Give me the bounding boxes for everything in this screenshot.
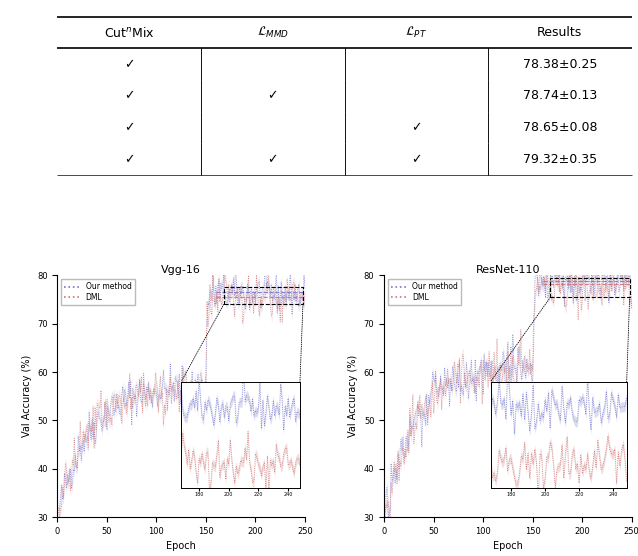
Title: Vgg-16: Vgg-16 [161,265,201,275]
X-axis label: Epoch: Epoch [493,542,523,552]
Legend: Our method, DML: Our method, DML [388,279,461,305]
Bar [224,287,303,304]
Y-axis label: Val Accuracy (%): Val Accuracy (%) [348,355,358,438]
Legend: Our method, DML: Our method, DML [61,279,135,305]
Title: ResNet-110: ResNet-110 [475,265,540,275]
Bar [551,278,630,297]
X-axis label: Epoch: Epoch [167,542,196,552]
Y-axis label: Val Accuracy (%): Val Accuracy (%) [22,355,31,438]
